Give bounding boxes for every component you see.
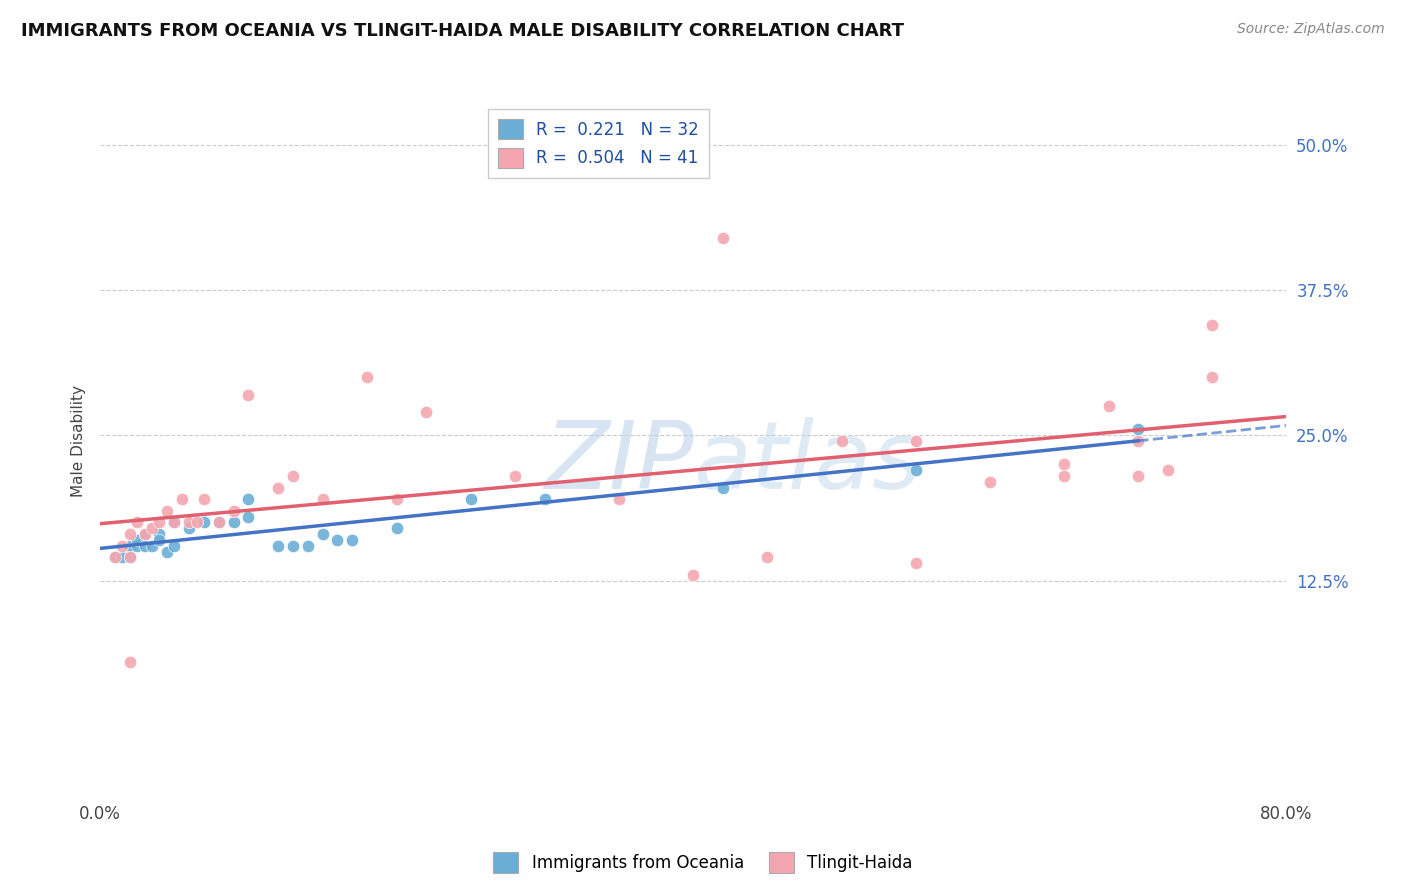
Point: [1157, 463, 1180, 477]
Point: [238, 387, 260, 401]
Point: [238, 509, 260, 524]
Point: [831, 434, 853, 448]
Point: [326, 533, 349, 547]
Text: IMMIGRANTS FROM OCEANIA VS TLINGIT-HAIDA MALE DISABILITY CORRELATION CHART: IMMIGRANTS FROM OCEANIA VS TLINGIT-HAIDA…: [21, 22, 904, 40]
Point: [385, 521, 408, 535]
Point: [460, 492, 482, 507]
Point: [186, 516, 208, 530]
Point: [156, 504, 179, 518]
Point: [1053, 469, 1076, 483]
Point: [1201, 318, 1223, 332]
Point: [163, 516, 186, 530]
Point: [104, 550, 127, 565]
Point: [134, 527, 156, 541]
Point: [979, 475, 1001, 489]
Point: [118, 550, 141, 565]
Point: [238, 492, 260, 507]
Point: [281, 469, 304, 483]
Point: [208, 516, 231, 530]
Point: [356, 370, 378, 384]
Point: [104, 550, 127, 565]
Point: [682, 567, 704, 582]
Point: [904, 463, 927, 477]
Point: [134, 527, 156, 541]
Point: [534, 492, 557, 507]
Point: [1053, 458, 1076, 472]
Point: [607, 492, 630, 507]
Point: [170, 492, 193, 507]
Point: [193, 492, 215, 507]
Point: [134, 539, 156, 553]
Point: [311, 492, 333, 507]
Point: [1201, 370, 1223, 384]
Point: [127, 539, 149, 553]
Point: [297, 539, 319, 553]
Text: Source: ZipAtlas.com: Source: ZipAtlas.com: [1237, 22, 1385, 37]
Text: ZIP: ZIP: [544, 417, 693, 508]
Point: [711, 481, 734, 495]
Point: [208, 516, 231, 530]
Point: [163, 516, 186, 530]
Point: [118, 655, 141, 669]
Point: [505, 469, 527, 483]
Point: [156, 544, 179, 558]
Point: [415, 405, 437, 419]
Point: [111, 550, 134, 565]
Point: [904, 434, 927, 448]
Point: [141, 539, 163, 553]
Point: [1128, 434, 1150, 448]
Point: [1128, 469, 1150, 483]
Point: [267, 539, 290, 553]
Point: [141, 521, 163, 535]
Point: [904, 556, 927, 570]
Point: [711, 230, 734, 244]
Point: [127, 516, 149, 530]
Point: [177, 521, 200, 535]
Point: [1128, 422, 1150, 436]
Point: [148, 533, 170, 547]
Point: [267, 481, 290, 495]
Point: [385, 492, 408, 507]
Point: [118, 527, 141, 541]
Point: [163, 539, 186, 553]
Point: [222, 504, 245, 518]
Point: [111, 539, 134, 553]
Point: [148, 516, 170, 530]
Point: [148, 527, 170, 541]
Point: [281, 539, 304, 553]
Point: [118, 550, 141, 565]
Point: [177, 516, 200, 530]
Point: [118, 539, 141, 553]
Point: [342, 533, 364, 547]
Point: [311, 527, 333, 541]
Point: [193, 516, 215, 530]
Point: [222, 516, 245, 530]
Point: [1097, 399, 1119, 413]
Text: atlas: atlas: [693, 417, 921, 508]
Point: [756, 550, 779, 565]
Point: [127, 533, 149, 547]
Y-axis label: Male Disability: Male Disability: [72, 385, 86, 497]
Legend: R =  0.221   N = 32, R =  0.504   N = 41: R = 0.221 N = 32, R = 0.504 N = 41: [488, 109, 709, 178]
Legend: Immigrants from Oceania, Tlingit-Haida: Immigrants from Oceania, Tlingit-Haida: [486, 846, 920, 880]
